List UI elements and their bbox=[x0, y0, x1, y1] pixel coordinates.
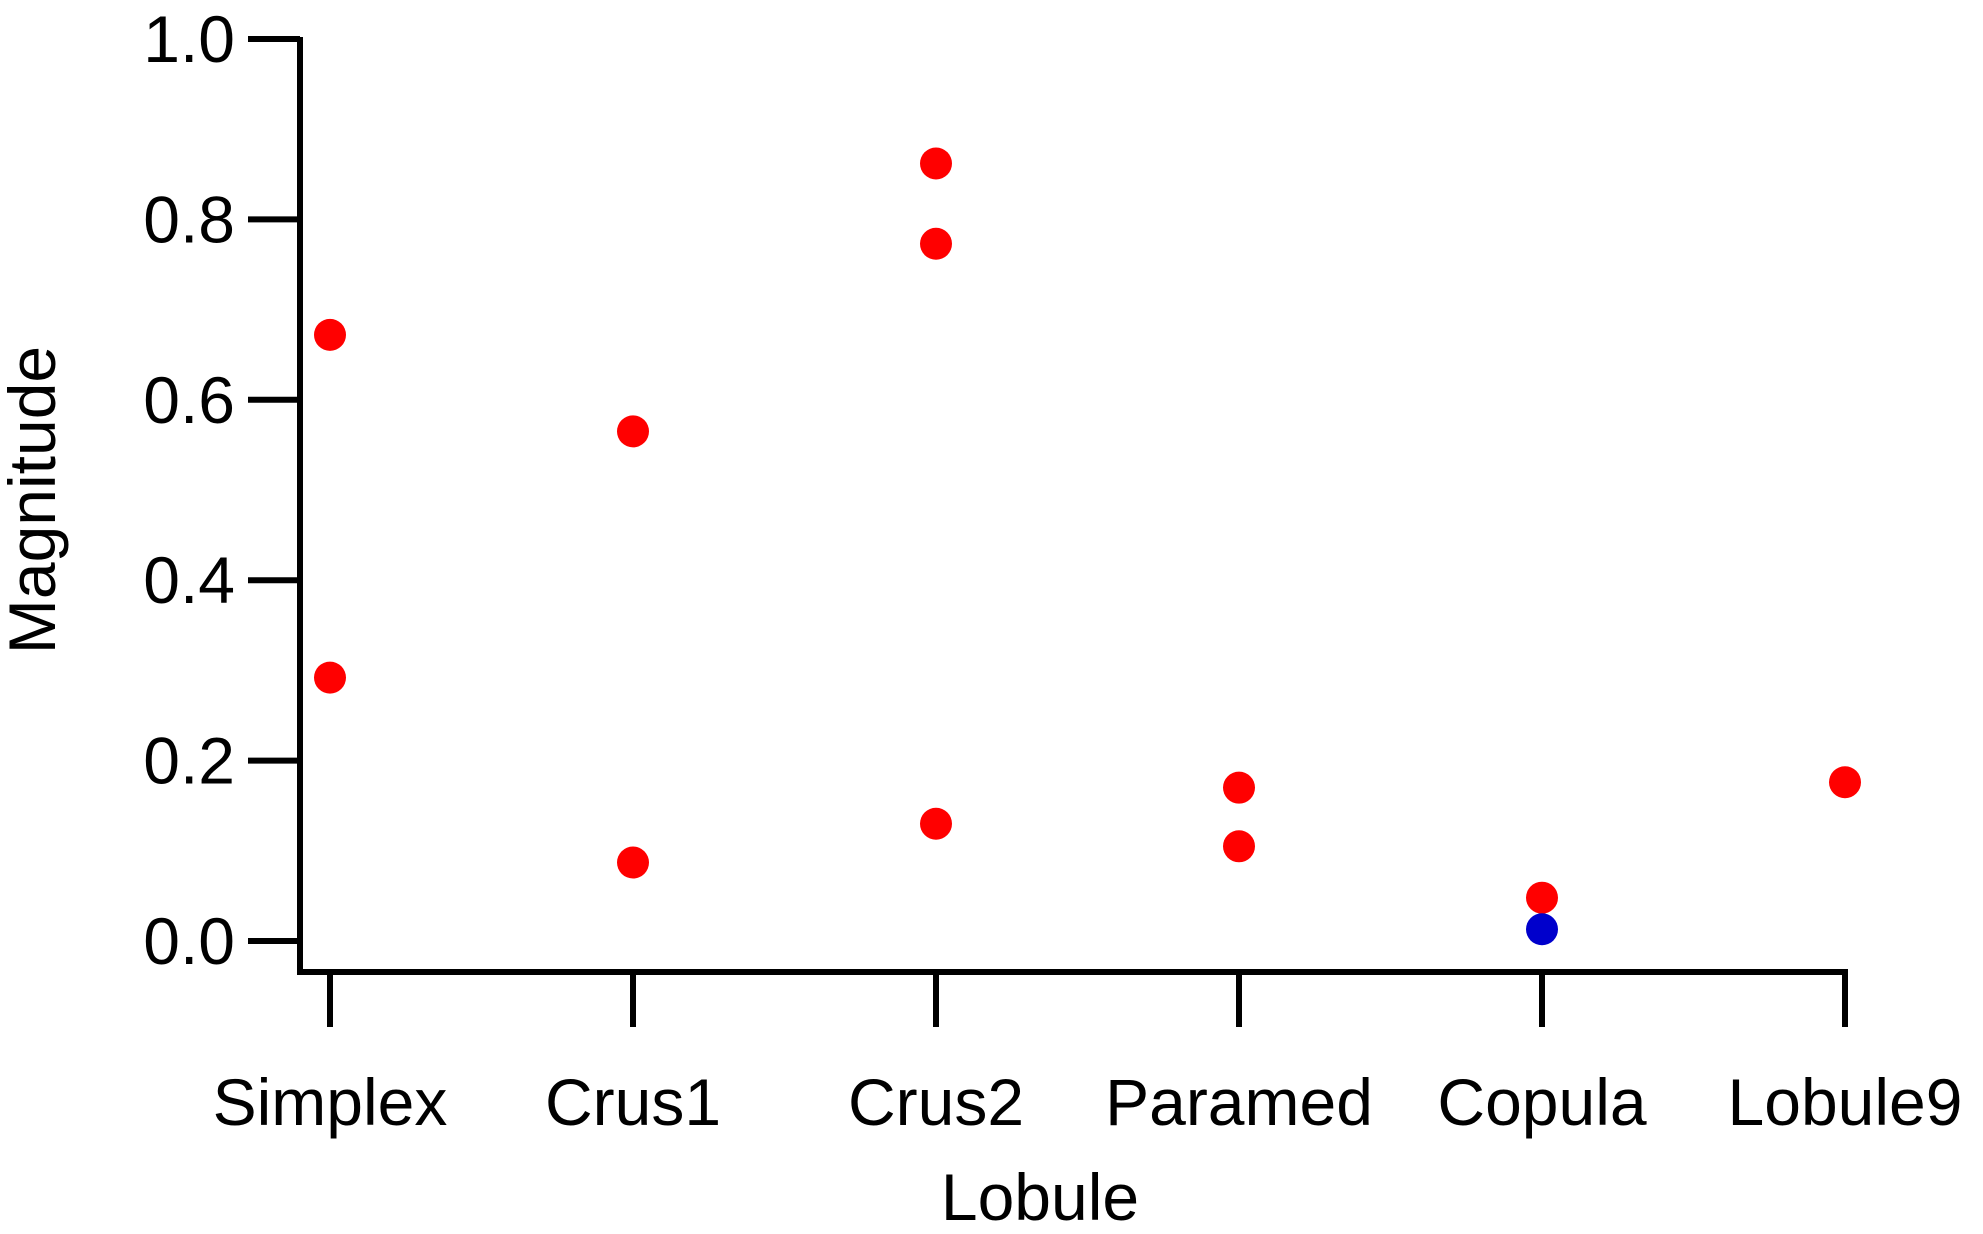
data-point bbox=[617, 415, 649, 448]
data-point bbox=[1223, 771, 1255, 804]
data-point bbox=[1829, 766, 1861, 799]
y-axis: 0.0 0.2 0.4 0.6 0.8 1.0 bbox=[143, 2, 303, 978]
x-tick-label: Copula bbox=[1437, 1065, 1646, 1139]
data-point bbox=[314, 661, 346, 694]
x-tick-label: Crus1 bbox=[545, 1065, 721, 1139]
data-point bbox=[617, 846, 649, 879]
x-axis-title: Lobule bbox=[941, 1160, 1139, 1234]
x-tick-label: Lobule9 bbox=[1728, 1065, 1963, 1139]
data-point bbox=[1223, 830, 1255, 863]
data-point bbox=[920, 807, 952, 840]
data-point bbox=[920, 147, 952, 180]
x-tick-label: Paramed bbox=[1105, 1065, 1373, 1139]
data-point bbox=[314, 318, 346, 351]
x-axis: Simplex Crus1 Crus2 Paramed Copula Lobule9 bbox=[213, 969, 1963, 1139]
data-point bbox=[1526, 913, 1558, 946]
y-tick-label: 0.0 bbox=[143, 904, 235, 978]
y-tick-label: 0.8 bbox=[143, 182, 235, 256]
data-point bbox=[920, 227, 952, 260]
y-tick-label: 0.4 bbox=[143, 543, 235, 617]
data-points bbox=[314, 147, 1861, 946]
y-axis-title: Magnitude bbox=[0, 346, 69, 654]
x-tick-label: Crus2 bbox=[848, 1065, 1024, 1139]
y-tick-label: 0.6 bbox=[143, 363, 235, 437]
y-tick-label: 0.2 bbox=[143, 724, 235, 798]
y-tick-label: 1.0 bbox=[143, 2, 235, 76]
data-point bbox=[1526, 881, 1558, 914]
x-tick-label: Simplex bbox=[213, 1065, 448, 1139]
